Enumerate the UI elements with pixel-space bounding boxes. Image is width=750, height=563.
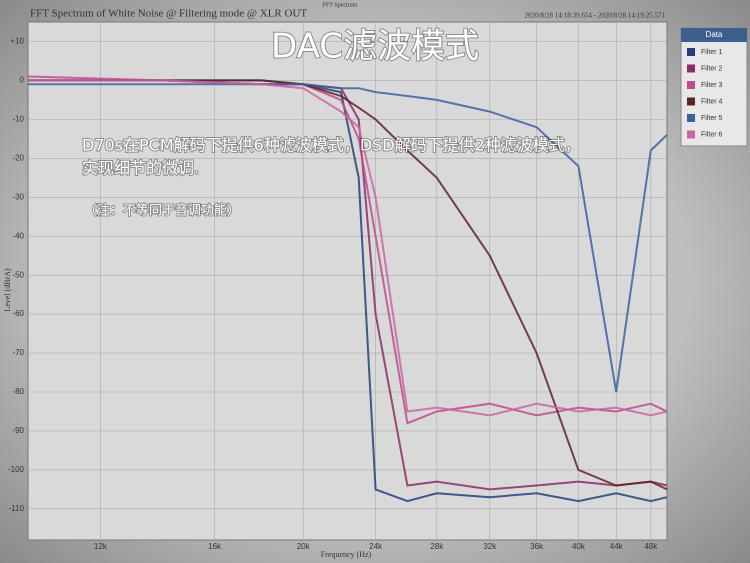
overlay-text: 实现细节的微调. (82, 159, 199, 178)
legend-swatch (687, 64, 695, 73)
lines (27, 75, 668, 503)
y-tick-label: -110 (9, 504, 25, 513)
legend-swatch (687, 48, 695, 56)
y-tick-label: -40 (12, 231, 24, 240)
x-tick-label: 36k (530, 542, 544, 551)
chart-title: FFT Spectrum of White Noise @ Filtering … (30, 8, 307, 20)
legend-swatch (687, 130, 695, 139)
grid: +10 0 -10 -20 -30 -40 -50 -60 -70 -80 -90 -100 -110 1… (8, 22, 667, 551)
legend-label: Filter 2 (701, 65, 723, 72)
legend-label: Filter 5 (701, 115, 723, 122)
legend-label: Filter 1 (701, 49, 723, 56)
legend-swatch (687, 114, 695, 122)
y-tick-label: -30 (12, 192, 24, 201)
y-tick-label: -90 (12, 426, 24, 435)
x-tick-label: 28k (430, 542, 444, 551)
series-line (28, 79, 668, 417)
y-tick-label: +10 (10, 37, 24, 46)
y-tick-label: -100 (8, 465, 25, 474)
y-tick-label: -50 (12, 270, 24, 279)
x-axis-label: Frequency (Hz) (321, 550, 372, 559)
x-tick-label: 16k (208, 542, 222, 551)
legend-title: Data (706, 30, 723, 39)
y-tick-label: -20 (12, 153, 24, 162)
y-axis-label: Level (dBrA) (3, 268, 12, 312)
x-tick-label: 20k (297, 542, 311, 551)
series-line (28, 83, 668, 393)
y-tick-label: 0 (20, 76, 25, 85)
y-tick-label: -10 (12, 114, 24, 123)
legend-swatch (687, 97, 695, 106)
legend-swatch (687, 81, 695, 89)
overlay-heading: DAC滤波模式 (271, 27, 479, 67)
x-tick-label: 32k (483, 542, 497, 551)
plot-area (27, 21, 668, 541)
legend-label: Filter 4 (701, 98, 723, 105)
y-tick-label: -80 (12, 387, 24, 396)
x-tick-label: 40k (572, 542, 586, 551)
window-title: FFT Spectrum (323, 2, 358, 8)
overlay-note: （注：不等同于音调功能） (84, 203, 240, 219)
legend-label: Filter 3 (701, 82, 723, 89)
x-tick-label: 24k (369, 542, 383, 551)
overlay-text: D70s在PCM解码下提供6种滤波模式，DSD解码下提供2种滤波模式， (82, 136, 581, 155)
legend: Data Filter 1 Filter 2 Filter 3 Filter 4 Filt… (680, 27, 748, 147)
x-tick-label: 44k (610, 542, 624, 551)
y-tick-label: -70 (12, 348, 24, 357)
x-tick-label: 48k (644, 542, 658, 551)
x-tick-label: 12k (94, 542, 108, 551)
timestamp: 2020/8/28 14:18:39.654 - 2020/8/28 14:19… (525, 12, 666, 20)
legend-header (681, 28, 747, 42)
legend-label: Filter 6 (701, 131, 723, 138)
series-line (28, 79, 668, 491)
y-tick-label: -60 (12, 309, 24, 318)
